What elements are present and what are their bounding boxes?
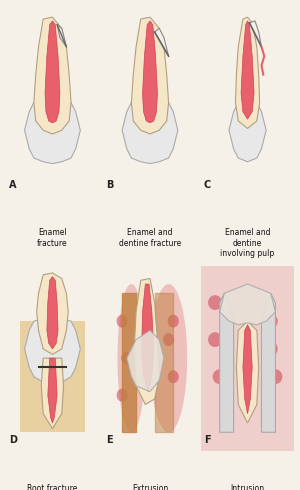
Ellipse shape — [264, 314, 278, 328]
Polygon shape — [142, 284, 154, 392]
Ellipse shape — [213, 369, 226, 384]
Text: F: F — [204, 435, 211, 445]
Ellipse shape — [118, 284, 146, 432]
Text: Extrusion: Extrusion — [132, 484, 168, 490]
Ellipse shape — [168, 315, 179, 328]
Polygon shape — [34, 17, 71, 134]
Ellipse shape — [117, 315, 128, 328]
Polygon shape — [262, 294, 275, 432]
Polygon shape — [41, 358, 64, 429]
Polygon shape — [229, 99, 266, 162]
Text: D: D — [9, 435, 17, 445]
Text: Enamel and
dentine
involving pulp: Enamel and dentine involving pulp — [220, 228, 275, 258]
Polygon shape — [47, 277, 58, 349]
Polygon shape — [236, 321, 259, 423]
Polygon shape — [220, 294, 234, 432]
Text: Intrusion: Intrusion — [230, 484, 265, 490]
Text: E: E — [106, 435, 113, 445]
Polygon shape — [25, 97, 80, 164]
Polygon shape — [241, 21, 254, 119]
Polygon shape — [122, 97, 178, 164]
Polygon shape — [236, 17, 260, 128]
Polygon shape — [48, 358, 57, 423]
Text: C: C — [204, 179, 211, 190]
Polygon shape — [37, 273, 68, 354]
Ellipse shape — [208, 295, 222, 310]
Polygon shape — [127, 330, 164, 392]
Polygon shape — [131, 17, 169, 134]
Polygon shape — [154, 294, 173, 432]
Ellipse shape — [163, 333, 174, 346]
Polygon shape — [142, 21, 158, 123]
Polygon shape — [122, 294, 136, 432]
Ellipse shape — [268, 369, 282, 384]
Ellipse shape — [208, 332, 222, 347]
Polygon shape — [25, 318, 80, 386]
Text: Root fracture: Root fracture — [27, 484, 78, 490]
Polygon shape — [57, 24, 66, 47]
Text: B: B — [106, 179, 114, 190]
Ellipse shape — [117, 389, 128, 402]
Ellipse shape — [150, 284, 187, 432]
Ellipse shape — [264, 342, 278, 356]
Polygon shape — [154, 28, 169, 56]
Ellipse shape — [168, 370, 179, 383]
Polygon shape — [249, 21, 262, 47]
Polygon shape — [220, 284, 275, 325]
Polygon shape — [20, 321, 85, 432]
Ellipse shape — [121, 352, 132, 365]
Text: A: A — [9, 179, 16, 190]
Polygon shape — [45, 21, 60, 123]
Text: Enamel
fracture: Enamel fracture — [37, 228, 68, 248]
Text: Enamel and
dentine fracture: Enamel and dentine fracture — [119, 228, 181, 248]
Polygon shape — [134, 278, 159, 404]
Polygon shape — [243, 325, 252, 414]
